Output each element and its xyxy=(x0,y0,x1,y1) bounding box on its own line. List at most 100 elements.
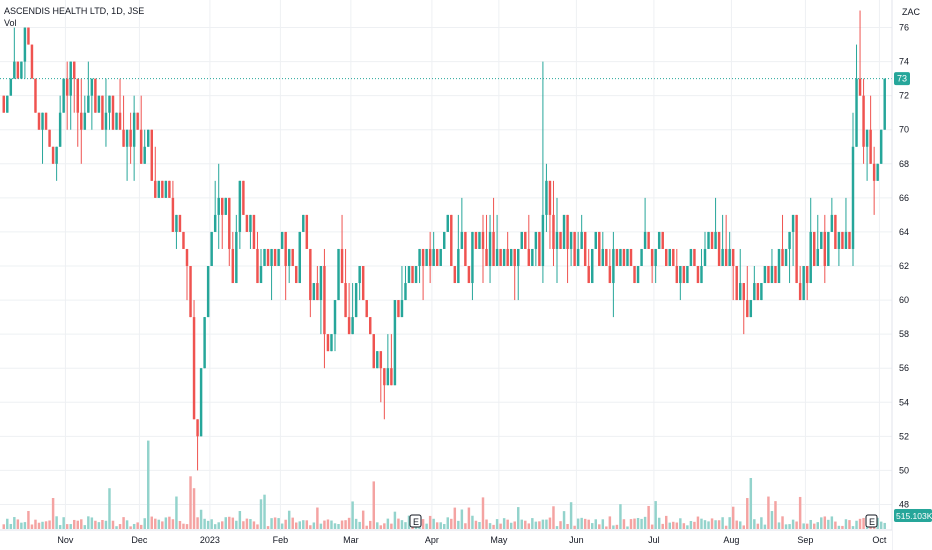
price-bar xyxy=(125,129,129,147)
price-bar xyxy=(583,231,587,266)
volume-bar xyxy=(633,518,636,529)
volume-bar xyxy=(2,524,5,529)
volume-bar xyxy=(347,517,351,529)
volume-bar xyxy=(717,520,721,529)
earnings-marker-2[interactable]: E xyxy=(865,514,878,528)
price-bar xyxy=(714,231,717,249)
price-bar xyxy=(37,112,41,130)
volume-bar xyxy=(34,519,37,529)
time-axis[interactable] xyxy=(0,530,892,550)
volume-bar xyxy=(390,523,393,529)
volume-bar xyxy=(601,519,605,529)
symbol-title[interactable]: ASCENDIS HEALTH LTD, 1D, JSE xyxy=(4,6,144,16)
volume-bar xyxy=(228,516,231,529)
price-bar xyxy=(51,146,55,164)
volume-bar xyxy=(756,523,760,529)
earnings-marker-1[interactable]: E xyxy=(409,514,422,528)
y-tick-label: 52 xyxy=(899,431,909,441)
volume-bar xyxy=(432,518,435,529)
volume-bar xyxy=(213,524,217,529)
volume-bar xyxy=(48,520,51,529)
price-bar xyxy=(594,231,597,249)
volume-bar xyxy=(693,521,696,529)
volume-bar xyxy=(178,520,182,529)
volume-bar xyxy=(132,523,136,529)
volume-bar xyxy=(326,519,330,529)
volume-bar xyxy=(122,517,125,529)
price-bar xyxy=(432,248,435,266)
volume-bar xyxy=(605,526,608,529)
price-bar xyxy=(675,266,679,284)
volume-bar xyxy=(83,525,87,529)
volume-bar xyxy=(354,518,358,529)
price-bar xyxy=(573,231,576,266)
price-bar xyxy=(435,248,439,266)
volume-bar xyxy=(805,523,809,529)
price-bar xyxy=(601,248,605,266)
price-bar xyxy=(231,248,235,284)
volume-bar xyxy=(263,494,266,529)
price-bar xyxy=(129,129,132,147)
volume-bar xyxy=(323,520,326,529)
volume-indicator-label[interactable]: Vol xyxy=(4,18,17,28)
price-bar xyxy=(788,231,791,249)
volume-bar xyxy=(270,518,273,529)
price-bar xyxy=(287,248,291,266)
volume-bar xyxy=(284,519,287,529)
price-bar xyxy=(291,248,294,266)
volume-bar xyxy=(421,519,425,529)
volume-bar xyxy=(76,520,79,529)
price-bar xyxy=(555,231,559,249)
price-bar xyxy=(816,248,819,266)
price-bar xyxy=(746,300,749,318)
volume-bar xyxy=(13,517,16,529)
volume-bar xyxy=(534,521,538,529)
price-axis[interactable] xyxy=(892,0,932,550)
volume-bar xyxy=(280,523,284,529)
volume-bar xyxy=(548,517,552,529)
volume-bar xyxy=(682,523,686,529)
y-tick-label: 56 xyxy=(899,363,909,373)
volume-bar xyxy=(30,524,34,529)
price-bar xyxy=(598,231,601,266)
y-tick-label: 76 xyxy=(899,23,909,33)
price-bar xyxy=(41,112,44,130)
price-bar xyxy=(668,248,671,266)
volume-bar xyxy=(802,523,805,529)
price-bar xyxy=(358,266,361,284)
volume-bar xyxy=(657,517,661,529)
volume-bar xyxy=(879,521,883,529)
y-tick-label: 60 xyxy=(899,295,909,305)
volume-bar xyxy=(619,504,622,529)
volume-bar xyxy=(428,515,432,529)
price-bar xyxy=(157,180,161,198)
volume-bar xyxy=(848,520,851,529)
volume-bar xyxy=(6,518,9,529)
volume-bar xyxy=(242,521,245,529)
volume-bar xyxy=(728,517,731,529)
price-bar xyxy=(502,248,506,266)
volume-bar xyxy=(443,524,446,529)
price-bar xyxy=(580,231,583,249)
volume-bar xyxy=(435,522,439,529)
volume-bar xyxy=(460,509,464,529)
volume-bar xyxy=(287,510,291,529)
volume-bar xyxy=(333,523,337,529)
price-bar xyxy=(883,78,886,130)
volume-bar xyxy=(679,518,682,529)
price-bar xyxy=(178,214,182,232)
volume-bar xyxy=(749,478,753,529)
price-bar xyxy=(823,231,827,266)
price-bar xyxy=(280,231,284,249)
volume-bar xyxy=(876,517,879,529)
price-bar xyxy=(647,231,650,249)
volume-bar xyxy=(517,507,520,529)
price-bar xyxy=(626,248,629,266)
price-bar xyxy=(576,248,580,266)
price-bar xyxy=(203,317,206,369)
volume-bar xyxy=(654,501,657,529)
volume-bar xyxy=(464,523,467,529)
price-bar xyxy=(679,266,682,284)
price-bar xyxy=(805,266,809,284)
